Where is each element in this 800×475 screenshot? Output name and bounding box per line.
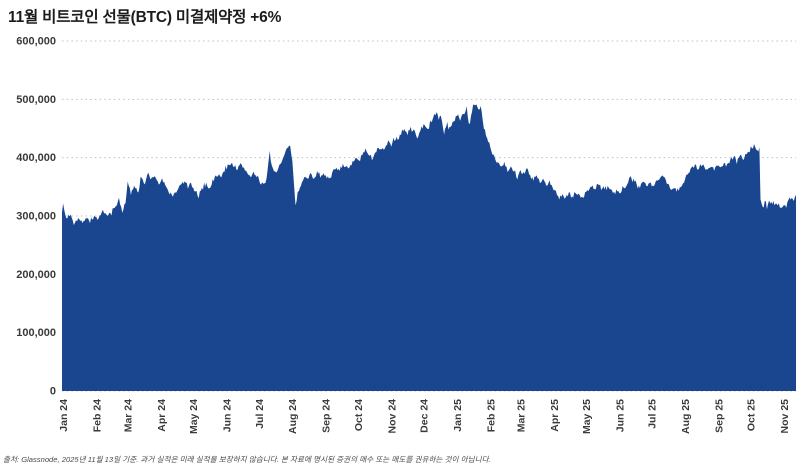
x-tick-label: Dec 24	[419, 399, 431, 433]
x-tick-label: Oct 25	[746, 399, 758, 431]
x-tick-label: Jul 24	[254, 399, 266, 429]
x-tick-label: Aug 24	[287, 399, 299, 434]
x-tick-label: Apr 25	[549, 399, 561, 432]
x-tick-label: Mar 24	[123, 399, 135, 432]
x-tick-label: Nov 24	[386, 399, 398, 434]
x-tick-label: Jan 25	[452, 399, 464, 432]
x-tick-label: Apr 24	[156, 399, 168, 432]
y-tick-label: 100,000	[16, 327, 56, 339]
source-note: 출처: Glassnode, 2025년 11월 13일 기준. 과거 실적은 …	[3, 455, 491, 464]
y-tick-label: 300,000	[16, 211, 56, 223]
x-tick-label: Feb 25	[485, 399, 497, 432]
x-tick-label: Sep 25	[713, 399, 725, 433]
x-tick-label: Jan 24	[58, 399, 70, 432]
open-interest-area-series	[62, 104, 796, 392]
x-tick-label: May 25	[581, 399, 593, 434]
y-tick-label: 600,000	[16, 36, 56, 48]
x-tick-label: Sep 24	[321, 399, 333, 433]
x-tick-label: Jul 25	[647, 399, 659, 429]
x-tick-label: Feb 24	[91, 399, 103, 432]
y-tick-label: 500,000	[16, 94, 56, 106]
x-tick-label: Oct 24	[353, 399, 365, 431]
y-tick-label: 0	[50, 386, 56, 398]
x-tick-label: Nov 25	[779, 399, 791, 434]
x-tick-label: Aug 25	[680, 399, 692, 434]
open-interest-chart: 0 100,000 200,000 300,000 400,000 500,000 600,…	[16, 36, 796, 434]
page-title: 11월 비트코인 선물(BTC) 미결제약정 +6%	[8, 9, 282, 26]
y-tick-label: 200,000	[16, 269, 56, 281]
x-tick-label: Jun 24	[222, 399, 234, 432]
x-tick-label: Mar 25	[515, 399, 527, 432]
x-tick-label: May 24	[188, 399, 200, 434]
y-tick-label: 400,000	[16, 152, 56, 164]
x-tick-label: Jun 25	[614, 399, 626, 432]
